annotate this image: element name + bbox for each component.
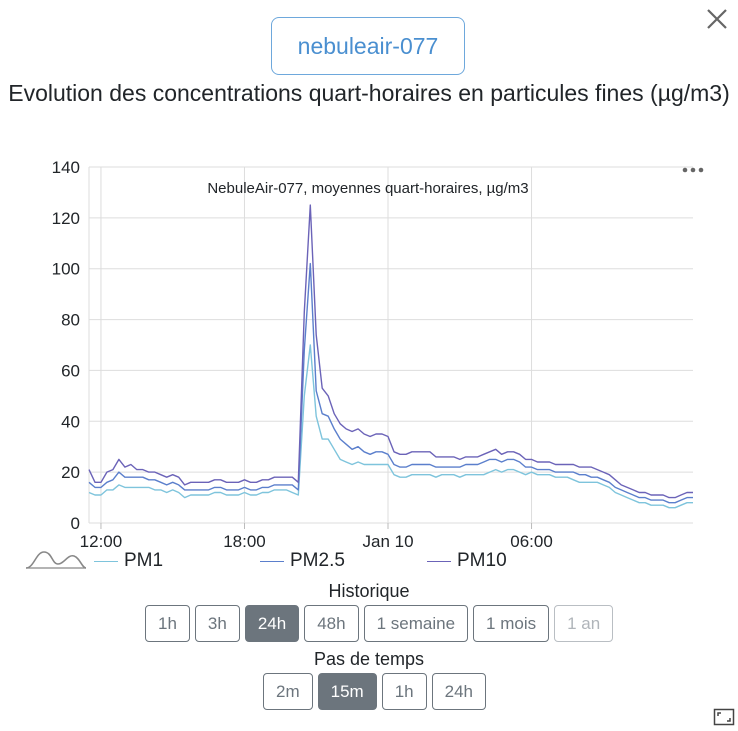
historique-label: Historique <box>328 581 410 601</box>
historique-option-3h[interactable]: 3h <box>194 605 240 642</box>
x-tick-label: 06:00 <box>510 532 553 550</box>
y-tick-label: 60 <box>61 361 80 380</box>
pas-de-temps-option-24h[interactable]: 24h <box>431 673 486 710</box>
y-tick-label: 80 <box>61 311 80 330</box>
x-tick-label: 12:00 <box>80 532 123 550</box>
chart-menu-icon[interactable] <box>681 160 705 180</box>
historique-option-1-an: 1 an <box>554 605 614 642</box>
y-axis: 0 20 40 60 80 100 120 140 <box>52 158 80 533</box>
legend-swatch <box>260 560 284 562</box>
legend-item-pm10[interactable]: PM10 <box>427 548 507 574</box>
pas-de-temps-label: Pas de temps <box>313 649 425 669</box>
historique-option-1h[interactable]: 1h <box>145 605 190 642</box>
y-tick-label: 20 <box>61 463 80 482</box>
close-icon[interactable] <box>702 4 732 34</box>
x-axis: 12:00 18:00 Jan 10 06:00 <box>80 532 553 550</box>
historique-option-48h[interactable]: 48h <box>304 605 359 642</box>
pas-de-temps-button-group: 2m 15m 1h 24h <box>263 673 486 710</box>
pm-line-chart: 0 20 40 60 80 100 120 140 12:00 18:00 Jan 10 06:00… <box>52 158 693 550</box>
chart-grid <box>88 166 693 529</box>
page-title: Evolution des concentrations quart-horai… <box>8 80 730 106</box>
distribution-icon[interactable] <box>24 548 88 572</box>
legend-swatch <box>94 560 118 562</box>
historique-button-group: 1h 3h 24h 48h 1 semaine 1 mois 1 an <box>145 605 614 642</box>
y-tick-label: 100 <box>52 260 80 279</box>
x-tick-label: Jan 10 <box>362 532 413 550</box>
series-line-pm1 <box>88 344 693 509</box>
historique-option-24h[interactable]: 24h <box>244 605 300 642</box>
chart-series <box>88 204 693 509</box>
historique-option-1-mois[interactable]: 1 mois <box>473 605 550 642</box>
historique-option-1-semaine[interactable]: 1 semaine <box>363 605 469 642</box>
pas-de-temps-option-1h[interactable]: 1h <box>381 673 427 710</box>
legend-label: PM10 <box>457 550 507 571</box>
pas-de-temps-option-15m[interactable]: 15m <box>317 673 377 710</box>
pas-de-temps-option-2m[interactable]: 2m <box>263 673 313 710</box>
y-tick-label: 120 <box>52 209 80 228</box>
legend-item-pm1[interactable]: PM1 <box>94 548 163 574</box>
y-tick-label: 140 <box>52 158 80 177</box>
legend-item-pm25[interactable]: PM2.5 <box>260 548 345 574</box>
x-tick-label: 18:00 <box>223 532 266 550</box>
legend-label: PM1 <box>124 550 164 571</box>
legend-swatch <box>427 560 451 562</box>
legend-label: PM2.5 <box>290 550 345 571</box>
chart-legend: PM1 PM2.5 PM10 <box>0 548 738 574</box>
series-line-pm10 <box>88 204 693 499</box>
series-line-pm25 <box>88 262 693 504</box>
fullscreen-icon[interactable] <box>713 708 735 726</box>
y-tick-label: 0 <box>71 514 80 533</box>
y-tick-label: 40 <box>61 412 80 431</box>
sensor-name-button[interactable]: nebuleair-077 <box>271 17 465 75</box>
chart-title: NebuleAir-077, moyennes quart-horaires, … <box>207 180 528 197</box>
